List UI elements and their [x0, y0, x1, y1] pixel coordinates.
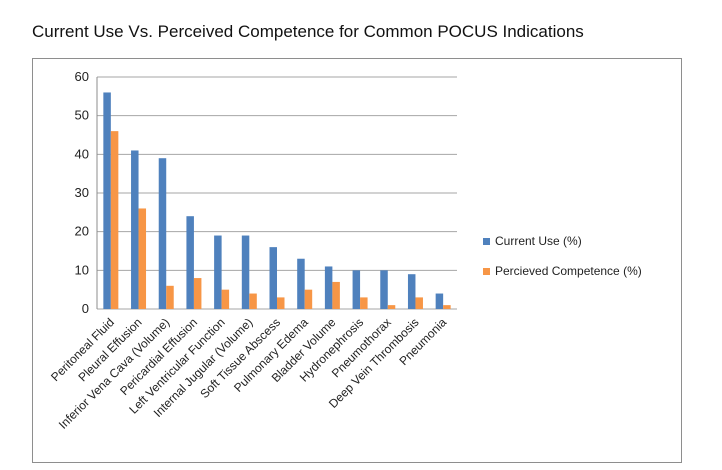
y-tick-label: 30	[75, 185, 89, 200]
bar	[387, 305, 396, 309]
bar	[435, 293, 444, 309]
legend-label: Percieved Competence (%)	[495, 264, 642, 278]
bar	[332, 281, 340, 309]
bar	[269, 247, 277, 309]
y-tick-label: 50	[75, 108, 89, 123]
bar	[221, 289, 230, 309]
bar	[186, 216, 194, 309]
y-tick-label: 40	[75, 146, 89, 161]
chart-title: Current Use Vs. Perceived Competence for…	[32, 22, 584, 41]
bar	[443, 305, 451, 309]
bar	[158, 158, 167, 309]
bar	[407, 274, 416, 309]
bar	[352, 270, 361, 309]
bar	[103, 92, 111, 309]
bar	[214, 235, 222, 309]
bar	[249, 293, 257, 309]
bar	[110, 131, 119, 309]
bar	[241, 235, 250, 309]
bar	[415, 297, 423, 309]
y-tick-label: 20	[75, 224, 89, 239]
bar	[360, 297, 368, 309]
bar	[277, 297, 285, 309]
y-tick-label: 10	[75, 262, 89, 277]
bar	[297, 258, 305, 309]
chart-frame	[32, 58, 682, 463]
bar	[304, 289, 313, 309]
bar	[193, 278, 202, 309]
bar	[166, 285, 174, 309]
bar	[131, 150, 139, 309]
y-tick-label: 60	[75, 69, 89, 84]
bar	[380, 270, 388, 309]
bar	[138, 208, 147, 309]
legend-swatch	[483, 268, 490, 275]
legend-label: Current Use (%)	[495, 234, 582, 248]
y-tick-label: 0	[82, 301, 89, 316]
bar	[324, 266, 333, 309]
legend-swatch	[483, 238, 490, 245]
